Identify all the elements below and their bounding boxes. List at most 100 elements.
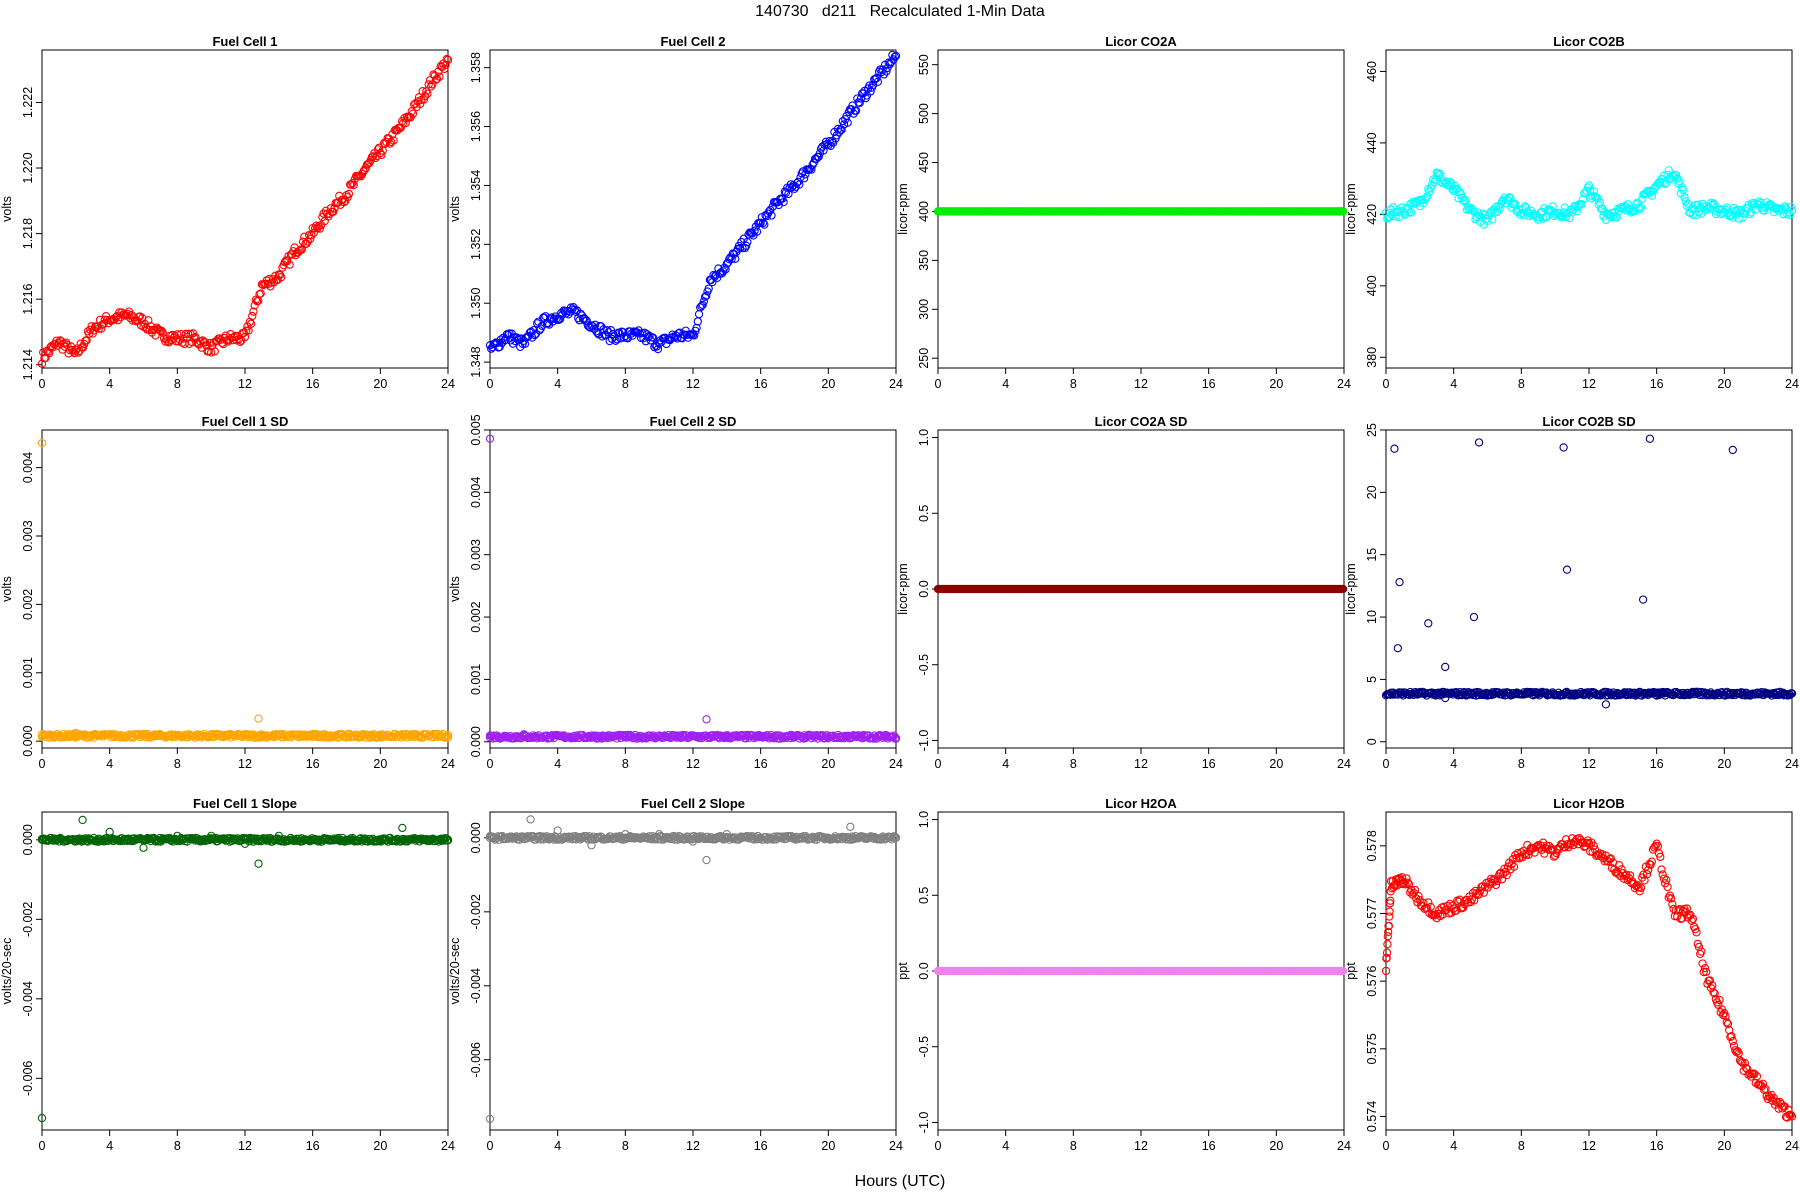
y-tick-label: 400	[917, 201, 931, 222]
data-point	[888, 50, 897, 60]
data-point	[97, 324, 106, 333]
panel-title: Licor CO2A	[1105, 34, 1177, 49]
data-point	[173, 831, 182, 840]
data-point	[758, 218, 768, 228]
x-tick-label: 12	[238, 757, 252, 771]
y-tick-label: -0.006	[469, 1042, 483, 1077]
data-point	[1483, 216, 1492, 226]
panel-5: Fuel Cell 2 SD0 4 8 12 16 20 240.0000.0010.002…	[448, 414, 903, 771]
data-series	[1381, 434, 1797, 709]
data-point	[485, 731, 495, 740]
data-point	[1717, 205, 1727, 214]
x-tick-label: 8	[174, 757, 181, 771]
data-point	[437, 836, 447, 846]
panel-1: Fuel Cell 20 4 8 12 16 20 241.3481.3501.3521.3…	[448, 34, 903, 391]
y-axis-label: ppt	[896, 962, 910, 980]
x-tick-label: 24	[1785, 757, 1799, 771]
data-point	[611, 336, 620, 345]
x-tick-label: 24	[1337, 757, 1351, 771]
y-tick-label: 0.574	[1365, 1101, 1379, 1132]
y-tick-label: 0.003	[469, 539, 483, 570]
x-tick-label: 20	[1717, 1139, 1731, 1153]
data-point	[1520, 202, 1530, 211]
x-tick-label: 24	[889, 377, 903, 391]
data-point	[597, 322, 606, 331]
data-point	[837, 125, 846, 134]
x-tick-label: 16	[754, 1139, 768, 1153]
data-point	[271, 271, 280, 280]
data-point	[1548, 202, 1557, 211]
data-point	[426, 82, 436, 91]
panel-title: Fuel Cell 2 Slope	[641, 796, 745, 811]
data-point	[254, 859, 263, 868]
panel-title: Licor H2OB	[1553, 796, 1625, 811]
data-point	[443, 733, 453, 742]
x-tick-label: 0	[935, 1139, 942, 1153]
plot-frame	[1385, 811, 1793, 1131]
x-tick-label: 20	[821, 377, 835, 391]
data-point	[501, 335, 510, 344]
y-axis-label: licor-ppm	[1344, 563, 1358, 614]
data-point	[1407, 208, 1416, 217]
x-tick-label: 24	[441, 377, 455, 391]
data-point	[1590, 192, 1600, 201]
data-point	[742, 241, 751, 250]
data-point	[145, 325, 154, 335]
data-point	[1517, 209, 1526, 218]
data-point	[812, 154, 821, 164]
data-point	[1679, 185, 1688, 194]
y-tick-label: 0.000	[469, 822, 483, 853]
data-point	[792, 178, 802, 188]
data-point	[173, 730, 182, 740]
data-point	[700, 292, 710, 301]
y-tick-label: 1.220	[21, 152, 35, 183]
x-tick-label: 20	[373, 1139, 387, 1153]
data-point	[1787, 206, 1797, 215]
x-tick-label: 24	[889, 1139, 903, 1153]
x-tick-label: 4	[554, 757, 561, 771]
data-point	[254, 714, 263, 723]
data-point	[1403, 878, 1412, 887]
data-point	[767, 211, 776, 220]
data-point	[627, 329, 636, 338]
data-point	[604, 328, 613, 337]
data-point	[1559, 443, 1568, 452]
data-point	[1728, 445, 1737, 455]
y-tick-label: 1.356	[469, 111, 483, 142]
y-tick-label: -1.0	[917, 730, 931, 752]
data-point	[1401, 880, 1410, 889]
data-point	[1787, 689, 1797, 698]
data-point	[1421, 193, 1431, 203]
y-tick-label: 0.003	[21, 520, 35, 551]
data-point	[699, 297, 709, 306]
x-tick-label: 16	[1202, 1139, 1216, 1153]
data-point	[891, 51, 901, 61]
data-point	[868, 733, 877, 742]
data-point	[1391, 212, 1400, 221]
data-point	[790, 184, 799, 193]
x-tick-label: 12	[238, 1139, 252, 1153]
data-point	[824, 733, 833, 742]
data-point	[760, 220, 769, 229]
x-tick-label: 0	[39, 377, 46, 391]
data-point	[37, 730, 47, 739]
data-point	[1461, 196, 1470, 205]
data-point	[800, 174, 809, 183]
x-tick-label: 8	[1518, 757, 1525, 771]
plot-frame	[41, 811, 449, 1131]
data-point	[52, 336, 61, 345]
panel-7: Licor CO2B SD0 4 8 12 16 20 240510152025licor-…	[1344, 414, 1799, 771]
data-point	[1441, 662, 1450, 672]
y-tick-label: -1.0	[917, 1112, 931, 1134]
data-point	[306, 234, 315, 243]
y-tick-label: 0.577	[1365, 898, 1379, 929]
data-point	[787, 183, 797, 192]
data-point	[242, 326, 251, 335]
data-point	[1656, 178, 1665, 187]
x-tick-label: 12	[1582, 377, 1596, 391]
data-point	[408, 109, 418, 118]
x-tick-label: 24	[441, 1139, 455, 1153]
data-point	[163, 337, 172, 346]
